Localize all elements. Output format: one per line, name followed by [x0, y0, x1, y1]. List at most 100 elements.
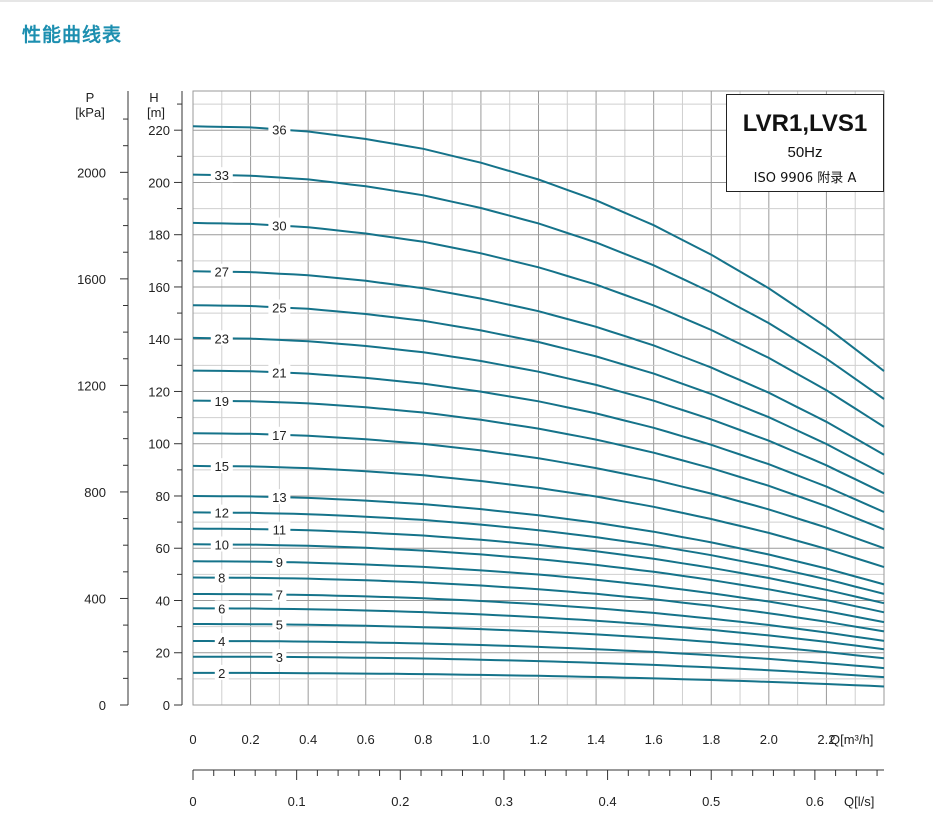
- curve-label-bg: [268, 121, 291, 137]
- q-m3h-tick-label: 2.0: [760, 732, 778, 747]
- curve-stages-6: [192, 607, 885, 651]
- curve-stages-9: [192, 560, 885, 624]
- q-ls-tick-label: 0.4: [599, 794, 617, 809]
- p-axis-label: P: [86, 90, 95, 105]
- curve-stages-36: [192, 125, 885, 372]
- curve-label-bg: [268, 489, 291, 505]
- p-tick-label: 1200: [77, 378, 106, 393]
- h-tick-label: 120: [148, 384, 170, 399]
- curve-label-bg: [214, 600, 229, 616]
- q-ls-tick-label: 0.6: [806, 794, 824, 809]
- curve-stages-11: [192, 527, 885, 605]
- curve-label-25: 25: [272, 300, 286, 315]
- q-m3h-tick-label: 0.2: [242, 732, 260, 747]
- p-tick-label: 1600: [77, 272, 106, 287]
- h-tick-label: 0: [163, 698, 170, 713]
- h-tick-label: 160: [148, 280, 170, 295]
- curve-label-bg: [210, 504, 233, 520]
- q-m3h-tick-label: 0.6: [357, 732, 375, 747]
- curve-label-bg: [268, 299, 291, 315]
- p-tick-label: 400: [84, 591, 106, 606]
- q-ls-tick-label: 0.5: [702, 794, 720, 809]
- h-axis-unit: [m]: [147, 105, 165, 120]
- q-m3h-tick-label: 1.6: [645, 732, 663, 747]
- curve-label-bg: [210, 330, 233, 346]
- h-tick-label: 100: [148, 437, 170, 452]
- q-m3h-tick-label: 2.2: [817, 732, 835, 747]
- curve-stages-15: [192, 464, 885, 569]
- legend-box: LVR1,LVS1 50Hz ISO 9906 附录 A: [726, 94, 884, 192]
- curve-label-11: 11: [273, 523, 287, 538]
- q-ls-axis-label: Q[l/s]: [844, 794, 874, 809]
- p-tick-label: 800: [84, 485, 106, 500]
- h-tick-label: 20: [156, 646, 170, 661]
- curve-label-bg: [272, 586, 287, 602]
- curve-stages-7: [193, 593, 885, 642]
- q-ls-tick-label: 0.2: [391, 794, 409, 809]
- axes: 0204060801001201401601802002200400800120…: [77, 91, 884, 809]
- h-tick-label: 200: [148, 175, 170, 190]
- curve-label-2: 2: [218, 666, 225, 681]
- curve-label-30: 30: [272, 219, 286, 234]
- p-tick-label: 0: [99, 698, 106, 713]
- curve-label-4: 4: [218, 634, 225, 649]
- curve-label-bg: [214, 664, 229, 680]
- q-m3h-tick-label: 0.4: [299, 732, 317, 747]
- h-tick-label: 40: [156, 593, 170, 608]
- h-tick-label: 220: [148, 123, 170, 138]
- curve-label-19: 19: [215, 394, 229, 409]
- q-m3h-tick-label: 0: [189, 732, 196, 747]
- page-title: 性能曲线表: [22, 24, 123, 46]
- q-m3h-tick-label: 1.0: [472, 732, 490, 747]
- h-axis-label: H: [149, 90, 158, 105]
- q-ls-tick-label: 0: [189, 794, 196, 809]
- curve-label-bg: [272, 648, 287, 664]
- curve-label-bg: [210, 263, 233, 279]
- q-m3h-axis-label: Q[m³/h]: [830, 732, 873, 747]
- curve-label-13: 13: [272, 490, 286, 505]
- curve-label-bg: [268, 217, 291, 233]
- legend-frequency: 50Hz: [787, 144, 823, 161]
- curve-label-10: 10: [215, 537, 229, 552]
- h-tick-label: 140: [148, 332, 170, 347]
- top-divider: [0, 0, 933, 2]
- curve-stages-12: [192, 511, 885, 595]
- curve-label-12: 12: [215, 506, 229, 521]
- h-tick-label: 80: [156, 489, 170, 504]
- curve-label-33: 33: [215, 168, 229, 183]
- curve-label-bg: [214, 569, 229, 585]
- curve-label-36: 36: [272, 122, 286, 137]
- q-ls-tick-label: 0.1: [288, 794, 306, 809]
- curve-stages-4: [193, 640, 885, 670]
- curve-label-bg: [268, 426, 291, 442]
- curve-label-bg: [268, 521, 291, 537]
- curve-stages-17: [192, 432, 885, 550]
- curve-label-17: 17: [272, 428, 286, 443]
- curve-label-8: 8: [218, 571, 225, 586]
- curve-stages-23: [192, 336, 885, 495]
- curve-label-15: 15: [215, 459, 229, 474]
- curve-label-9: 9: [276, 555, 283, 570]
- curve-stages-21: [192, 369, 885, 513]
- h-tick-label: 60: [156, 541, 170, 556]
- q-m3h-tick-label: 1.2: [529, 732, 547, 747]
- p-tick-label: 2000: [77, 165, 106, 180]
- curve-stages-25: [192, 304, 885, 476]
- curve-label-bg: [272, 554, 287, 570]
- curve-label-3: 3: [276, 650, 283, 665]
- curve-label-23: 23: [215, 331, 229, 346]
- curve-label-7: 7: [276, 588, 283, 603]
- curve-label-bg: [268, 364, 291, 380]
- curve-label-bg: [210, 458, 233, 474]
- curve-label-6: 6: [218, 601, 225, 616]
- curve-stages-33: [192, 173, 885, 400]
- curve-label-bg: [210, 167, 233, 183]
- curve-label-5: 5: [276, 617, 283, 632]
- h-tick-label: 180: [148, 228, 170, 243]
- p-axis-unit: [kPa]: [75, 105, 105, 120]
- q-m3h-tick-label: 1.4: [587, 732, 605, 747]
- legend-standard: ISO 9906 附录 A: [753, 171, 857, 186]
- curve-stages-27: [192, 270, 885, 456]
- legend-model: LVR1,LVS1: [742, 110, 868, 137]
